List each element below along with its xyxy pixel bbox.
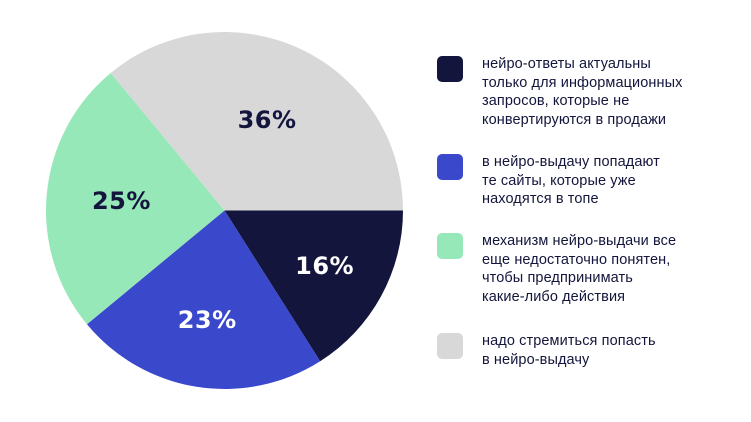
legend-label: нейро-ответы актуальны только для информ… [482, 56, 683, 128]
chart-legend: нейро-ответы актуальны только для информ… [437, 0, 737, 422]
legend-label: надо стремиться попасть в нейро-выдачу [482, 333, 656, 368]
pie-value-label: 36% [237, 106, 297, 135]
pie-value-label: 25% [91, 186, 151, 215]
legend-label: в нейро-выдачу попадают те сайты, которы… [482, 154, 660, 207]
legend-swatch [437, 233, 463, 259]
pie-slice-36 [110, 31, 403, 211]
pie-value-label: 23% [177, 305, 237, 334]
pie-slice-25 [45, 72, 225, 325]
legend-swatch [437, 56, 463, 82]
legend-label: механизм нейро-выдачи все еще недостаточ… [482, 233, 677, 305]
pie-value-label: 16% [295, 251, 355, 280]
pie-slice-23 [86, 210, 321, 390]
pie-slice-16 [224, 210, 403, 362]
legend-swatch [437, 333, 463, 359]
legend-swatch [437, 154, 463, 180]
